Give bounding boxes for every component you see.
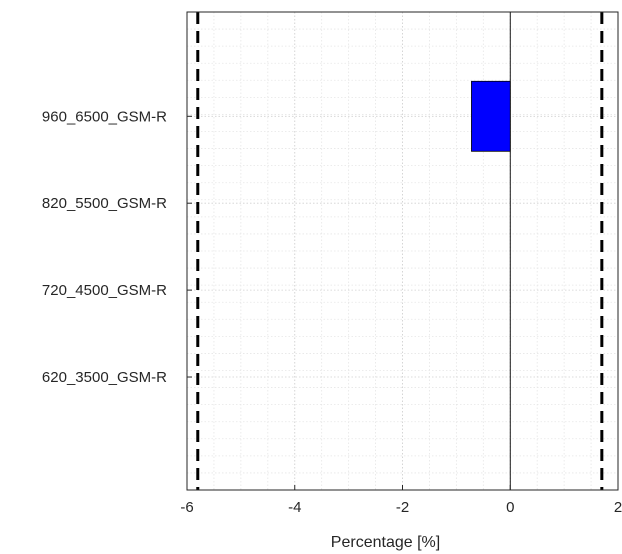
y-tick-label: 720_4500_GSM-R xyxy=(42,282,167,299)
y-tick-label: 820_5500_GSM-R xyxy=(42,195,167,212)
x-tick-label: 0 xyxy=(506,499,514,516)
y-ticks: 960_6500_GSM-R 820_5500_GSM-R 720_4500_GSM… xyxy=(42,108,192,386)
x-tick-label: -4 xyxy=(288,499,301,516)
x-tick-label: -6 xyxy=(180,499,193,516)
bar-960_6500_GSM-R xyxy=(471,80,511,152)
x-ticks: -6 -4 -2 0 2 xyxy=(180,485,622,516)
x-tick-label: -2 xyxy=(396,499,409,516)
bars xyxy=(471,80,511,152)
grid xyxy=(186,12,619,490)
x-tick-label: 2 xyxy=(614,499,622,516)
x-axis-label: Percentage [%] xyxy=(331,534,440,551)
y-tick-label: 960_6500_GSM-R xyxy=(42,108,167,125)
y-tick-label: 620_3500_GSM-R xyxy=(42,369,167,386)
